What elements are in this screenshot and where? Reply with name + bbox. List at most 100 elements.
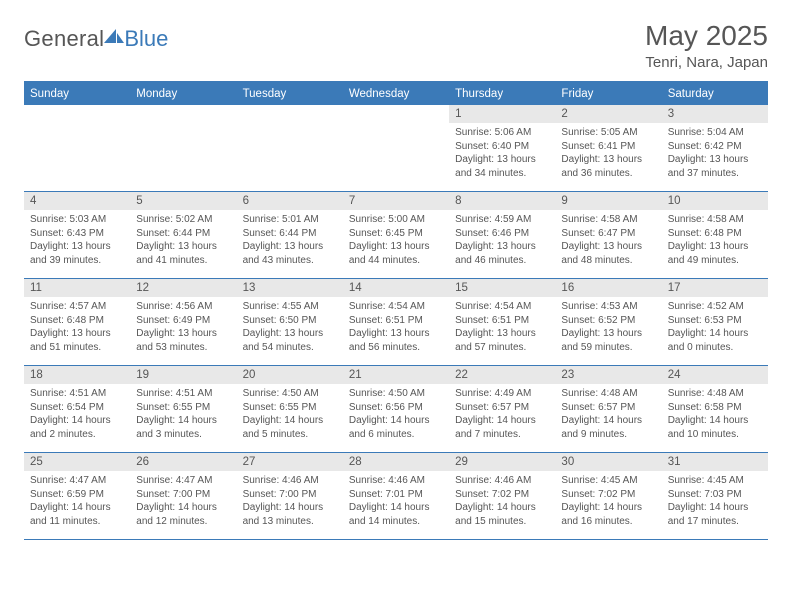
week-row: 1Sunrise: 5:06 AMSunset: 6:40 PMDaylight…	[24, 105, 768, 192]
day-line: Daylight: 14 hours	[136, 414, 230, 428]
day-line: Daylight: 14 hours	[349, 501, 443, 515]
day-line: Sunrise: 4:45 AM	[668, 474, 762, 488]
day-cell: 28Sunrise: 4:46 AMSunset: 7:01 PMDayligh…	[343, 453, 449, 539]
day-line: Daylight: 13 hours	[455, 153, 549, 167]
day-cell: 4Sunrise: 5:03 AMSunset: 6:43 PMDaylight…	[24, 192, 130, 278]
day-cell: 18Sunrise: 4:51 AMSunset: 6:54 PMDayligh…	[24, 366, 130, 452]
month-title: May 2025	[645, 20, 768, 52]
day-line: Daylight: 13 hours	[30, 240, 124, 254]
day-line: and 56 minutes.	[349, 341, 443, 355]
day-number: 11	[24, 279, 130, 297]
weekday-header: Friday	[555, 83, 661, 105]
day-body: Sunrise: 4:58 AMSunset: 6:47 PMDaylight:…	[555, 210, 661, 271]
day-cell: 7Sunrise: 5:00 AMSunset: 6:45 PMDaylight…	[343, 192, 449, 278]
day-line: Sunset: 6:47 PM	[561, 227, 655, 241]
day-number: 18	[24, 366, 130, 384]
day-line: Daylight: 14 hours	[561, 501, 655, 515]
day-body: Sunrise: 4:49 AMSunset: 6:57 PMDaylight:…	[449, 384, 555, 445]
day-line: Sunset: 6:42 PM	[668, 140, 762, 154]
day-line: and 13 minutes.	[243, 515, 337, 529]
day-line: Sunrise: 4:49 AM	[455, 387, 549, 401]
day-line: and 3 minutes.	[136, 428, 230, 442]
day-body: Sunrise: 5:03 AMSunset: 6:43 PMDaylight:…	[24, 210, 130, 271]
day-line: Sunset: 7:00 PM	[136, 488, 230, 502]
day-line: and 57 minutes.	[455, 341, 549, 355]
day-cell: 13Sunrise: 4:55 AMSunset: 6:50 PMDayligh…	[237, 279, 343, 365]
day-cell: 3Sunrise: 5:04 AMSunset: 6:42 PMDaylight…	[662, 105, 768, 191]
week-row: 25Sunrise: 4:47 AMSunset: 6:59 PMDayligh…	[24, 453, 768, 540]
day-line: Sunrise: 4:50 AM	[243, 387, 337, 401]
logo: General Blue	[24, 20, 168, 52]
day-line: Sunset: 7:03 PM	[668, 488, 762, 502]
day-line: Daylight: 14 hours	[30, 414, 124, 428]
day-body: Sunrise: 4:54 AMSunset: 6:51 PMDaylight:…	[449, 297, 555, 358]
day-cell	[237, 105, 343, 191]
day-cell	[24, 105, 130, 191]
day-line: Sunrise: 4:48 AM	[668, 387, 762, 401]
page: General Blue May 2025 Tenri, Nara, Japan…	[0, 0, 792, 540]
day-cell: 27Sunrise: 4:46 AMSunset: 7:00 PMDayligh…	[237, 453, 343, 539]
day-line: Sunrise: 5:06 AM	[455, 126, 549, 140]
day-line: Daylight: 14 hours	[561, 414, 655, 428]
day-body: Sunrise: 4:50 AMSunset: 6:55 PMDaylight:…	[237, 384, 343, 445]
day-line: and 6 minutes.	[349, 428, 443, 442]
day-body: Sunrise: 4:57 AMSunset: 6:48 PMDaylight:…	[24, 297, 130, 358]
week-row: 4Sunrise: 5:03 AMSunset: 6:43 PMDaylight…	[24, 192, 768, 279]
day-line: Daylight: 13 hours	[668, 240, 762, 254]
day-line: Sunrise: 5:02 AM	[136, 213, 230, 227]
day-number: 2	[555, 105, 661, 123]
day-line: Sunset: 6:44 PM	[243, 227, 337, 241]
day-cell: 23Sunrise: 4:48 AMSunset: 6:57 PMDayligh…	[555, 366, 661, 452]
day-line: Sunset: 6:51 PM	[455, 314, 549, 328]
day-line: Sunrise: 4:53 AM	[561, 300, 655, 314]
day-line: Sunrise: 4:56 AM	[136, 300, 230, 314]
day-line: Sunrise: 4:52 AM	[668, 300, 762, 314]
day-line: and 5 minutes.	[243, 428, 337, 442]
day-line: Daylight: 13 hours	[349, 327, 443, 341]
day-line: Sunset: 6:57 PM	[455, 401, 549, 415]
day-number: 31	[662, 453, 768, 471]
day-body: Sunrise: 4:47 AMSunset: 7:00 PMDaylight:…	[130, 471, 236, 532]
day-line: Sunrise: 4:51 AM	[30, 387, 124, 401]
day-line: Daylight: 13 hours	[561, 240, 655, 254]
day-line: Sunset: 6:41 PM	[561, 140, 655, 154]
day-body: Sunrise: 4:54 AMSunset: 6:51 PMDaylight:…	[343, 297, 449, 358]
day-body: Sunrise: 5:04 AMSunset: 6:42 PMDaylight:…	[662, 123, 768, 184]
day-number: 13	[237, 279, 343, 297]
day-body: Sunrise: 4:48 AMSunset: 6:58 PMDaylight:…	[662, 384, 768, 445]
day-line: and 41 minutes.	[136, 254, 230, 268]
day-number: 6	[237, 192, 343, 210]
day-line: Sunrise: 4:45 AM	[561, 474, 655, 488]
day-line: Sunrise: 4:46 AM	[349, 474, 443, 488]
day-number: 30	[555, 453, 661, 471]
day-line: and 53 minutes.	[136, 341, 230, 355]
day-cell: 19Sunrise: 4:51 AMSunset: 6:55 PMDayligh…	[130, 366, 236, 452]
day-line: Daylight: 13 hours	[243, 240, 337, 254]
day-line: Daylight: 13 hours	[561, 153, 655, 167]
day-line: Sunrise: 4:58 AM	[561, 213, 655, 227]
day-number: 25	[24, 453, 130, 471]
day-line: Daylight: 14 hours	[455, 414, 549, 428]
day-body: Sunrise: 4:47 AMSunset: 6:59 PMDaylight:…	[24, 471, 130, 532]
day-body: Sunrise: 4:58 AMSunset: 6:48 PMDaylight:…	[662, 210, 768, 271]
day-cell: 16Sunrise: 4:53 AMSunset: 6:52 PMDayligh…	[555, 279, 661, 365]
day-number: 27	[237, 453, 343, 471]
day-cell: 2 Sunrise: 5:05 AMSunset: 6:41 PMDaylight…	[555, 105, 661, 191]
day-line: Sunset: 6:51 PM	[349, 314, 443, 328]
day-body: Sunrise: 5:06 AMSunset: 6:40 PMDaylight:…	[449, 123, 555, 184]
logo-sail-icon	[104, 29, 124, 43]
day-number: 5	[130, 192, 236, 210]
day-line: Daylight: 13 hours	[455, 327, 549, 341]
day-body: Sunrise: 4:48 AMSunset: 6:57 PMDaylight:…	[555, 384, 661, 445]
day-cell	[130, 105, 236, 191]
day-cell: 21Sunrise: 4:50 AMSunset: 6:56 PMDayligh…	[343, 366, 449, 452]
day-line: Sunrise: 5:05 AM	[561, 126, 655, 140]
day-number: 3	[662, 105, 768, 123]
day-line: Sunset: 6:58 PM	[668, 401, 762, 415]
week-row: 18Sunrise: 4:51 AMSunset: 6:54 PMDayligh…	[24, 366, 768, 453]
day-line: Sunrise: 4:46 AM	[243, 474, 337, 488]
day-line: Daylight: 13 hours	[136, 327, 230, 341]
calendar: SundayMondayTuesdayWednesdayThursdayFrid…	[24, 81, 768, 540]
day-line: Sunrise: 4:54 AM	[455, 300, 549, 314]
day-body: Sunrise: 4:59 AMSunset: 6:46 PMDaylight:…	[449, 210, 555, 271]
